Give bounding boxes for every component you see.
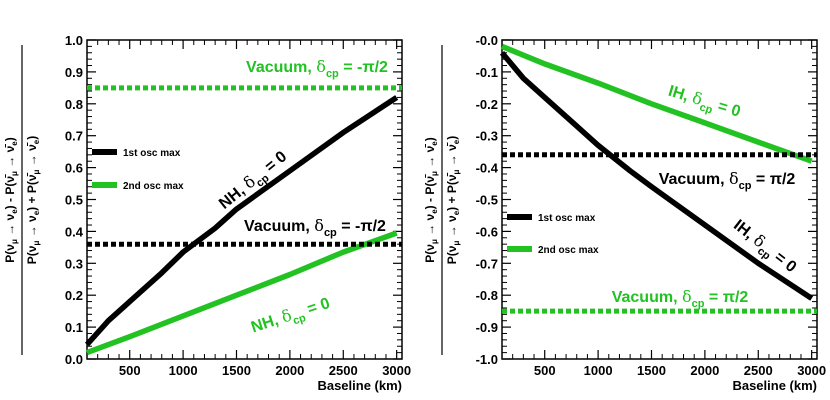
y-tick-label: 0.7 bbox=[65, 129, 83, 144]
y-tick-label: -0.0 bbox=[476, 33, 498, 48]
y-axis-denominator: P(νμ → νe) + P(ν̄μ → ν̄e) bbox=[25, 136, 41, 264]
series-line-0 bbox=[84, 95, 399, 347]
annotation-vac-black: Vacuum, δcp = -π/2 bbox=[244, 216, 386, 239]
series-line-1 bbox=[86, 230, 398, 356]
y-tick-label: -0.7 bbox=[476, 256, 498, 271]
x-tick-label: 2000 bbox=[275, 363, 304, 378]
series-line-0 bbox=[499, 51, 814, 301]
y-tick-label: -0.9 bbox=[476, 320, 498, 335]
y-tick-label: 0.4 bbox=[65, 224, 84, 239]
y-axis-numerator: P(νμ → νe) - P(ν̄μ → ν̄e) bbox=[3, 137, 19, 262]
x-axis-title: Baseline (km) bbox=[317, 378, 402, 393]
x-tick-label: 2000 bbox=[690, 363, 719, 378]
y-tick-label: 0.0 bbox=[65, 352, 83, 367]
x-tick-label: 500 bbox=[534, 363, 556, 378]
y-tick-label: 0.3 bbox=[65, 256, 83, 271]
y-tick-label: -0.4 bbox=[476, 161, 499, 176]
y-axis-title: P(νμ → νe) - P(ν̄μ → ν̄e) P(νμ → νe) + P… bbox=[423, 45, 461, 355]
legend-label: 1st osc max bbox=[123, 148, 181, 159]
annotation-nh-green: NH, δcp = 0 bbox=[249, 293, 334, 340]
y-tick-label: 0.6 bbox=[65, 161, 83, 176]
y-axis-numerator: P(νμ → νe) - P(ν̄μ → ν̄e) bbox=[423, 137, 439, 262]
legend-label: 2nd osc max bbox=[538, 245, 599, 256]
y-tick-label: -0.6 bbox=[476, 224, 498, 239]
annotation-vac-green-r: Vacuum, δcp = π/2 bbox=[612, 287, 749, 310]
y-tick-label: -0.5 bbox=[476, 193, 498, 208]
annotation-nh-black: NH, δcp = 0 bbox=[215, 147, 293, 216]
y-tick-label: 0.5 bbox=[65, 193, 83, 208]
annotation-vac-green: Vacuum, δcp = -π/2 bbox=[246, 57, 388, 80]
y-tick-label: -0.3 bbox=[476, 129, 498, 144]
x-tick-label: 2500 bbox=[744, 363, 773, 378]
y-tick-label: -0.1 bbox=[476, 65, 498, 80]
y-tick-label: 0.1 bbox=[65, 320, 83, 335]
left-panel: P(νμ → νe) - P(ν̄μ → ν̄e) P(νμ → νe) + P… bbox=[3, 33, 411, 393]
y-axis-denominator: P(νμ → νe) + P(ν̄μ → ν̄e) bbox=[445, 136, 461, 264]
right-panel: P(νμ → νe) - P(ν̄μ → ν̄e) P(νμ → νe) + P… bbox=[423, 33, 826, 393]
y-tick-label: -0.8 bbox=[476, 288, 498, 303]
x-tick-label: 1500 bbox=[222, 363, 251, 378]
x-tick-label: 1000 bbox=[584, 363, 613, 378]
x-tick-label: 2500 bbox=[329, 363, 358, 378]
y-tick-label: 0.9 bbox=[65, 65, 83, 80]
y-tick-label: 0.2 bbox=[65, 288, 83, 303]
x-tick-label: 1000 bbox=[169, 363, 198, 378]
y-axis-title: P(νμ → νe) - P(ν̄μ → ν̄e) P(νμ → νe) + P… bbox=[3, 45, 41, 355]
legend-label: 2nd osc max bbox=[123, 181, 184, 192]
x-tick-label: 3000 bbox=[382, 363, 411, 378]
annotation-ih-green: IH, δcp = 0 bbox=[665, 81, 743, 125]
annotation-vac-black-r: Vacuum, δcp = π/2 bbox=[659, 169, 796, 192]
y-tick-label: -1.0 bbox=[476, 352, 498, 367]
x-tick-label: 500 bbox=[119, 363, 141, 378]
x-tick-label: 3000 bbox=[797, 363, 826, 378]
legend-label: 1st osc max bbox=[538, 213, 596, 224]
x-tick-label: 1500 bbox=[637, 363, 666, 378]
y-tick-label: -0.2 bbox=[476, 97, 498, 112]
x-axis-title: Baseline (km) bbox=[732, 378, 817, 393]
y-tick-label: 0.8 bbox=[65, 97, 83, 112]
y-tick-label: 1.0 bbox=[65, 33, 83, 48]
series-line-1 bbox=[500, 43, 813, 164]
